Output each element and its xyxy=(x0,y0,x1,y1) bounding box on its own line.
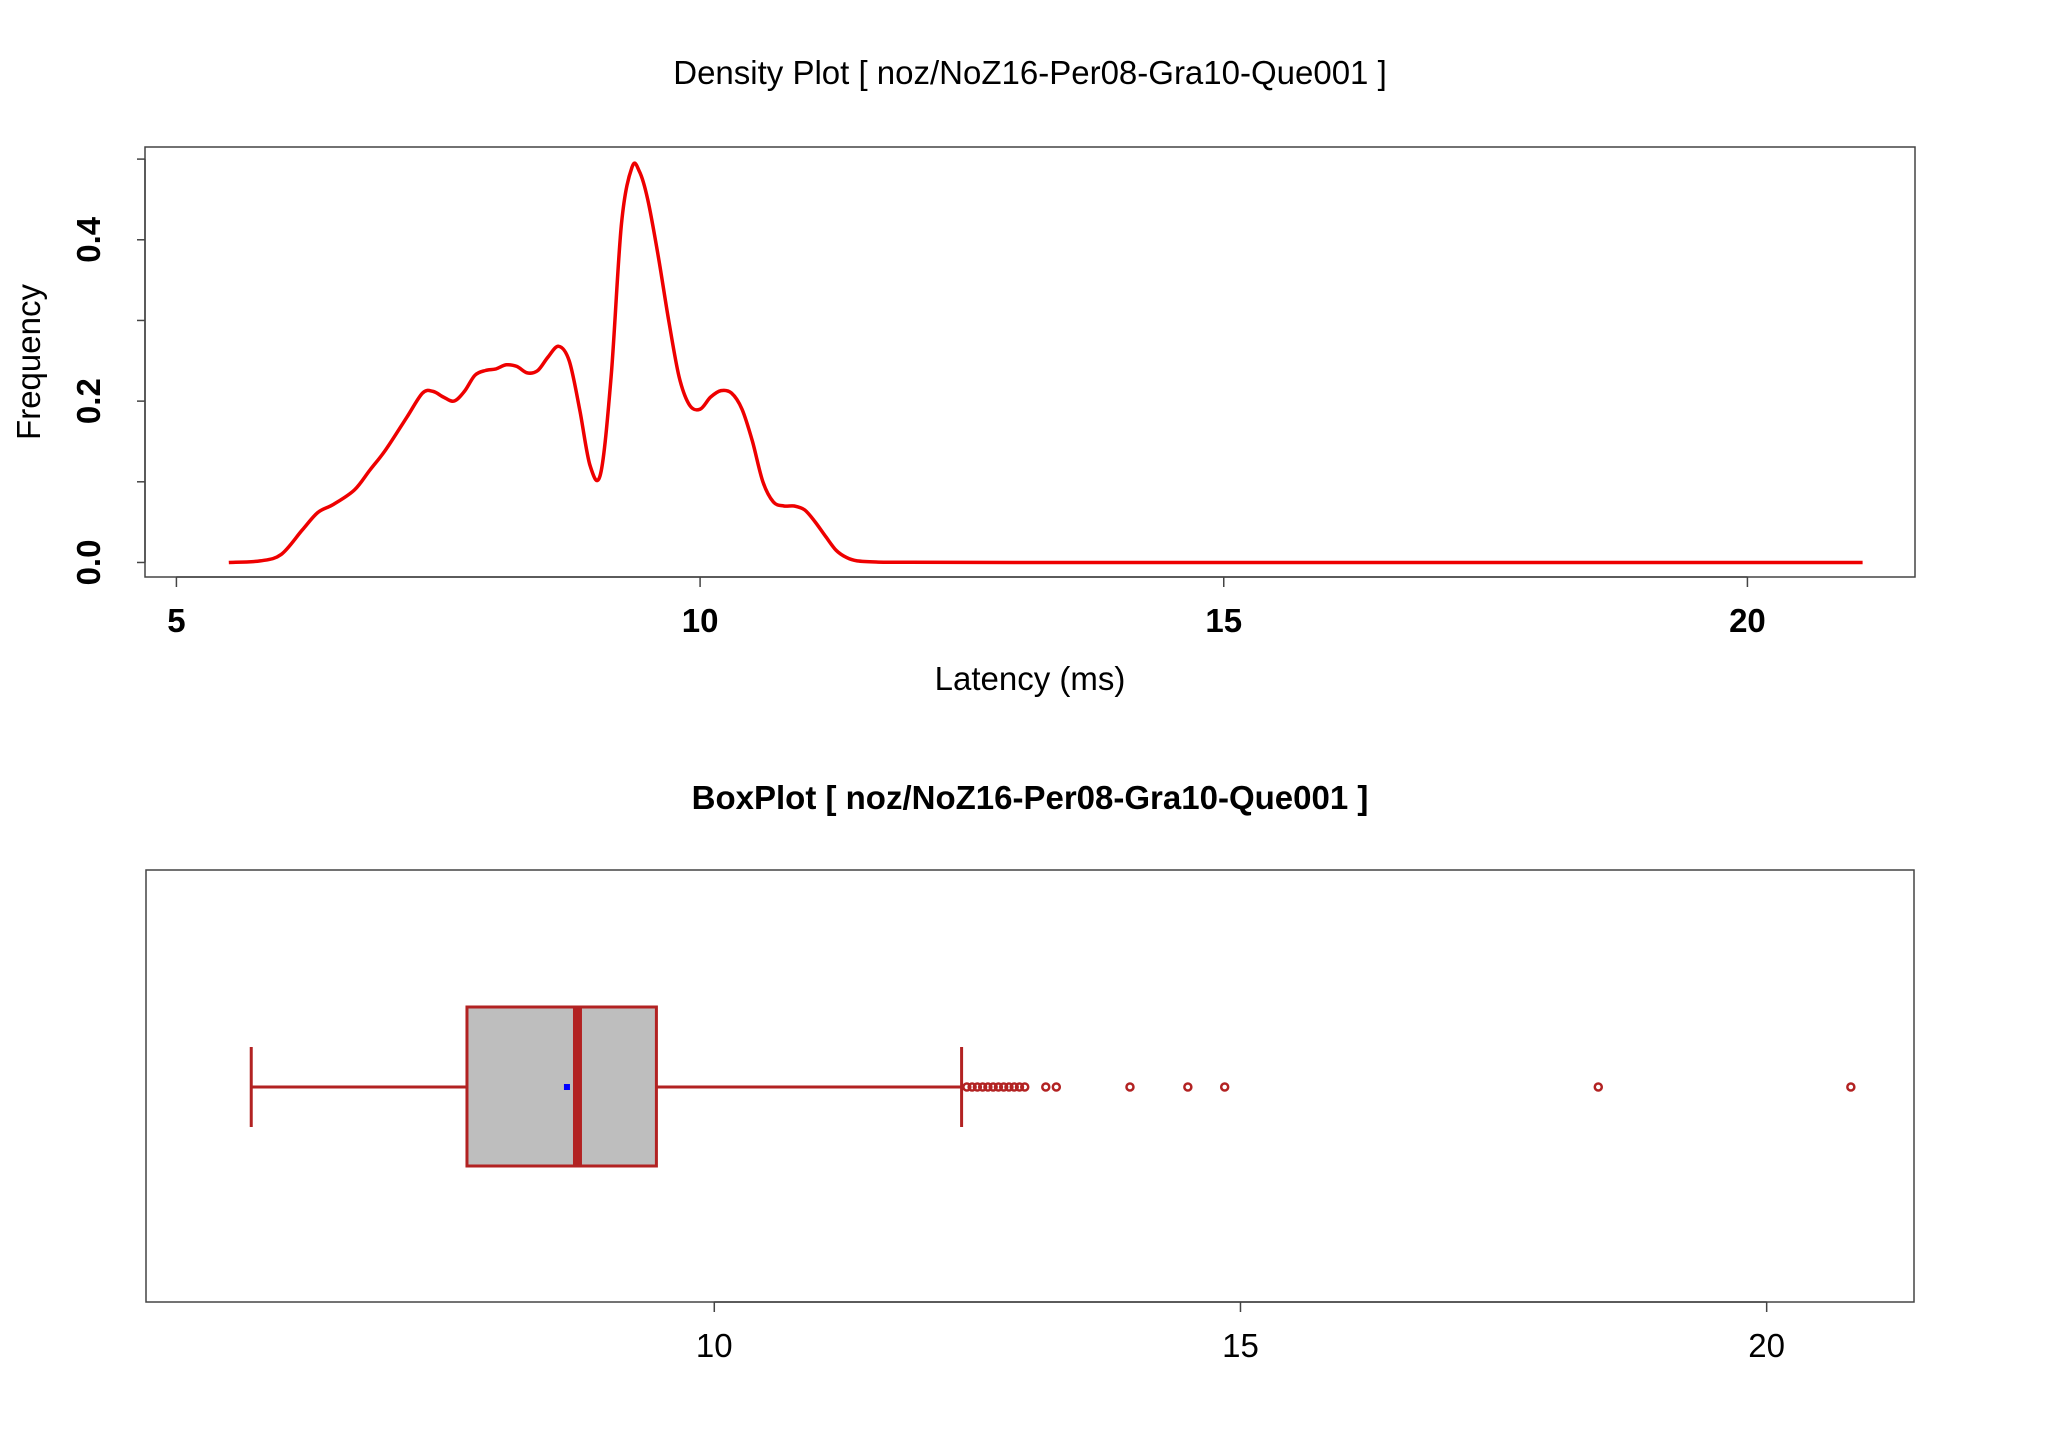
outlier-point xyxy=(977,1082,988,1092)
density-y-tick-label: 0.0 xyxy=(70,540,107,586)
box-x-tick-label: 20 xyxy=(1748,1327,1785,1364)
density-title: Density Plot [ noz/NoZ16-Per08-Gra10-Que… xyxy=(673,54,1387,91)
box-title: BoxPlot [ noz/NoZ16-Per08-Gra10-Que001 ] xyxy=(692,779,1369,816)
density-x-axis-label: Latency (ms) xyxy=(935,660,1126,697)
box-marks xyxy=(249,1005,1856,1168)
density-x-tick-label: 20 xyxy=(1729,602,1766,639)
box-panel: BoxPlot [ noz/NoZ16-Per08-Gra10-Que001 ]… xyxy=(145,779,1915,1364)
outlier-point xyxy=(1219,1082,1230,1092)
outlier-point xyxy=(1009,1082,1019,1092)
outlier-point xyxy=(1593,1082,1604,1092)
density-panel: Density Plot [ noz/NoZ16-Per08-Gra10-Que… xyxy=(10,54,1916,697)
outlier-point xyxy=(1014,1082,1025,1092)
box-x-axis: 10 15 20 xyxy=(696,1301,1785,1364)
outlier-point xyxy=(1041,1082,1051,1092)
outlier-point xyxy=(972,1082,983,1092)
outlier-point xyxy=(983,1082,993,1092)
box-x-tick-label: 10 xyxy=(696,1327,733,1364)
density-y-axis-label: Frequency xyxy=(10,284,47,440)
outlier-point xyxy=(1846,1082,1856,1092)
density-series-line xyxy=(228,161,1863,565)
outlier-point xyxy=(993,1082,1004,1092)
outlier-point xyxy=(1183,1082,1193,1092)
outlier-point xyxy=(988,1082,998,1092)
density-x-tick-label: 15 xyxy=(1205,602,1242,639)
interquartile-box xyxy=(465,1005,658,1168)
outlier-point xyxy=(1019,1082,1030,1092)
density-x-axis: 5 10 15 20 xyxy=(167,576,1766,639)
box-x-tick-label: 15 xyxy=(1222,1327,1259,1364)
outlier-point xyxy=(1125,1082,1135,1092)
density-x-tick-label: 10 xyxy=(682,602,719,639)
density-y-axis: 0.0 0.2 0.4 xyxy=(70,158,146,586)
outlier-point xyxy=(1004,1082,1014,1092)
density-y-tick-label: 0.2 xyxy=(70,378,107,424)
outlier-point xyxy=(967,1082,977,1092)
mean-marker xyxy=(563,1084,570,1090)
outlier-point xyxy=(962,1082,972,1092)
outlier-point xyxy=(998,1082,1009,1092)
density-plot-frame xyxy=(144,146,1916,578)
density-x-tick-label: 5 xyxy=(167,602,185,639)
density-y-tick-label: 0.4 xyxy=(70,216,107,263)
outlier-point xyxy=(1051,1082,1062,1092)
